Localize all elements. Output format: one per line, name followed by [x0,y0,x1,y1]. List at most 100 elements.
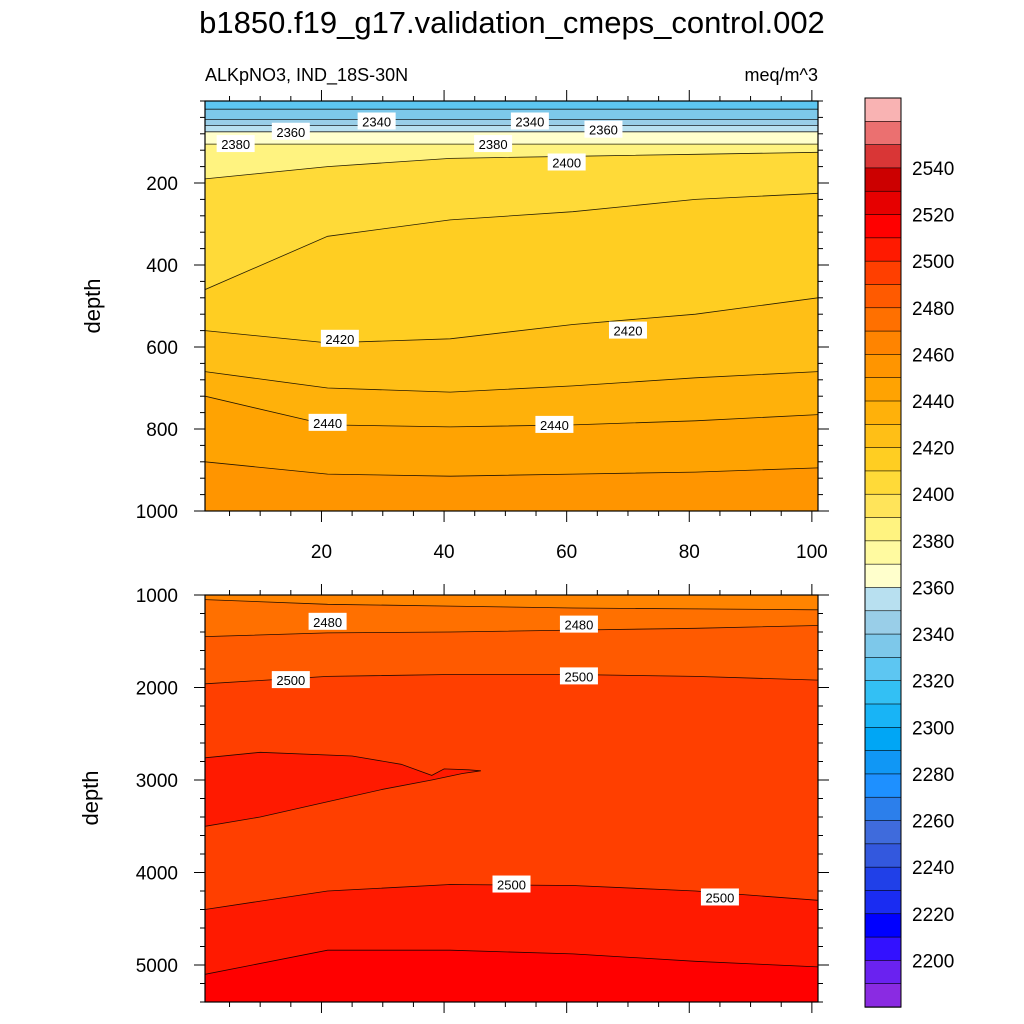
contour-label-box [271,122,310,140]
colorbar-swatch [864,680,902,705]
colorbar-swatch [864,540,902,565]
colorbar-tick-label: 2220 [912,905,954,926]
colorbar-tick-label: 2380 [912,532,954,553]
upper-band-0 [205,101,818,110]
y-tick-label: 600 [146,338,178,359]
contour-label-text: 2500 [564,669,593,684]
contour-label: 2380 [474,135,513,153]
colorbar-swatch [864,144,902,169]
lower-axes: 1000 2000 3000 4000 5000 [136,584,829,1013]
contour-label-text: 2380 [221,137,250,152]
colorbar-swatch [864,913,902,938]
contour-label: 2480 [308,612,347,630]
contour-label-text: 2340 [515,115,544,130]
upper-axes: 20 40 60 80 100 200 400 600 800 1000 [136,90,829,563]
contour-label: 2360 [271,122,310,140]
contour-label-text: 2480 [313,615,342,630]
lower-contour-labels: 2480 2480 2500 2500 2500 2500 [271,612,739,906]
colorbar-swatch [864,400,902,426]
y-tick-label: 3000 [136,771,178,792]
lower-patch-0 [205,751,481,827]
lower-contour-line [205,949,818,975]
contour-label: 2500 [492,875,531,893]
upper-contour-fills [205,101,818,511]
colorbar-frame [864,97,902,1008]
y-tick-label: 800 [146,420,178,441]
contour-label-text: 2360 [276,125,305,140]
contour-label: 2400 [547,153,586,171]
upper-y-axis-title: depth [80,278,105,333]
x-tick-label: 40 [433,542,454,563]
colorbar-swatch [864,703,902,729]
colorbar-swatch [864,470,902,495]
contour-label-box [357,112,396,130]
y-tick-label: 200 [146,174,178,195]
colorbar-tick-label: 2500 [912,252,954,273]
contour-label: 2360 [584,120,623,138]
contour-label-text: 2380 [479,137,508,152]
colorbar-swatch [864,330,902,356]
colorbar-swatch [864,750,902,775]
x-tick-label: 80 [679,542,700,563]
colorbar-swatch [864,866,902,892]
contour-label-box [308,413,347,431]
colorbar-swatch [864,633,902,659]
colorbar-swatch [864,447,902,472]
colorbar-swatch [864,517,902,542]
upper-depth-panel: 2340 2340 2360 2360 2380 2380 2400 2420 2420 2440… [80,90,829,563]
colorbar-tick-label: 2420 [912,439,954,460]
lower-contour-fills [205,595,818,1002]
contour-label-box [559,667,598,685]
contour-label: 2500 [559,667,598,685]
colorbar-swatch [864,890,902,915]
contour-label-text: 2420 [614,324,643,339]
contour-label-text: 2500 [497,878,526,893]
lower-contour-line [205,625,818,637]
upper-contour-line [205,461,818,477]
colorbar-swatch [864,121,902,146]
colorbar-swatch [864,563,902,589]
contour-label-box [584,120,623,138]
colorbar-swatch [864,377,902,402]
colorbar-swatch [864,843,902,868]
colorbar-swatch [864,983,902,1008]
colorbar-swatch [864,657,902,682]
colorbar-tick-label: 2440 [912,392,954,413]
upper-contour-labels: 2340 2340 2360 2360 2380 2380 2400 2420 2420 2440… [216,112,647,433]
x-tick-label: 100 [796,542,828,563]
contour-label-box [535,415,574,433]
colorbar-tick-label: 2340 [912,625,954,646]
upper-contour-line [205,192,818,290]
colorbar-swatch [864,936,902,962]
colorbar-swatch [864,587,902,612]
contour-label-box [474,135,513,153]
contour-label: 2340 [357,112,396,130]
colorbar-swatch [864,97,902,123]
upper-contour-line [205,297,818,344]
colorbar-swatch [864,727,902,752]
upper-plot-frame [204,100,819,512]
colorbar-swatch [864,284,902,309]
colorbar-tick-label: 2400 [912,485,954,506]
y-tick-label: 2000 [136,679,178,700]
colorbar-swatch [864,493,902,519]
colorbar-swatch [864,167,902,192]
contour-label-text: 2500 [276,673,305,688]
upper-contour-line [205,151,818,180]
y-tick-label: 1000 [136,586,178,607]
contour-label-box [700,888,739,906]
y-tick-label: 4000 [136,864,178,885]
contour-label: 2380 [216,135,255,153]
colorbar-tick-label: 2260 [912,812,954,833]
contour-label-box [510,112,549,130]
colorbar-tick-label: 2320 [912,672,954,693]
colorbar-tick-label: 2280 [912,765,954,786]
x-tick-label: 20 [311,542,332,563]
contour-label-box [271,671,310,689]
contour-label-box [608,321,647,339]
y-tick-label: 5000 [136,956,178,977]
upper-contour-line [205,395,818,428]
y-tick-label: 400 [146,256,178,277]
contour-label-text: 2440 [313,416,342,431]
